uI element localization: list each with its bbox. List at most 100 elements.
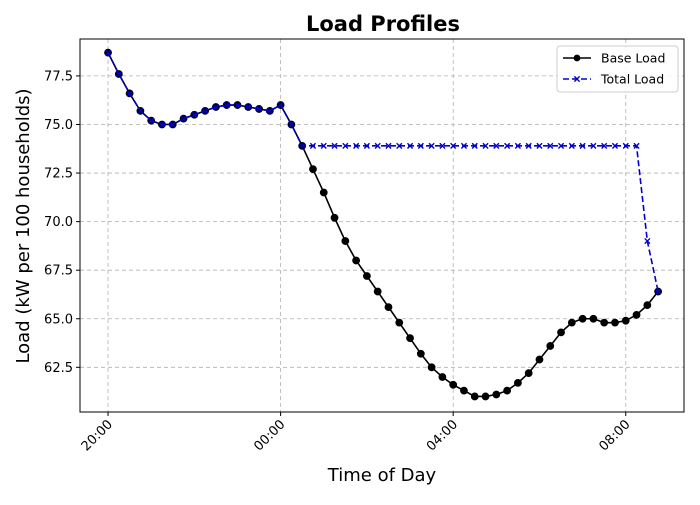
data-point-marker bbox=[104, 49, 112, 56]
data-point-marker bbox=[567, 318, 576, 327]
data-point-marker bbox=[471, 142, 478, 149]
legend: Base Load Total Load bbox=[556, 45, 679, 93]
y-tick-label: 67.5 bbox=[44, 264, 73, 279]
legend-label-0: Base Load bbox=[601, 51, 665, 66]
data-point-marker bbox=[643, 301, 652, 310]
grid-lines bbox=[80, 39, 684, 412]
data-point-marker bbox=[535, 355, 544, 364]
data-point-marker bbox=[212, 103, 219, 111]
data-point-marker bbox=[396, 142, 403, 149]
data-point-marker bbox=[611, 142, 619, 149]
x-tick-label: 00:00 bbox=[251, 417, 288, 454]
data-point-marker bbox=[460, 142, 468, 149]
legend-label-1: Total Load bbox=[600, 72, 664, 87]
data-point-marker bbox=[374, 142, 381, 149]
data-point-marker bbox=[319, 188, 328, 197]
data-point-marker bbox=[234, 101, 241, 109]
x-tick-label: 20:00 bbox=[79, 417, 116, 454]
data-point-marker bbox=[191, 111, 198, 118]
data-point-marker bbox=[470, 392, 479, 401]
y-tick-label: 77.5 bbox=[44, 69, 73, 84]
data-point-marker bbox=[460, 386, 468, 395]
data-point-marker bbox=[525, 142, 532, 149]
data-point-marker bbox=[363, 272, 371, 280]
data-point-marker bbox=[395, 318, 404, 327]
data-point-marker bbox=[245, 103, 252, 111]
data-point-marker bbox=[590, 142, 597, 149]
chart-title: Load Profiles bbox=[306, 12, 460, 36]
series-total-load bbox=[104, 49, 662, 295]
y-tick-label: 75.0 bbox=[44, 118, 73, 133]
y-tick-label: 72.5 bbox=[44, 167, 73, 182]
data-point-marker bbox=[373, 287, 382, 296]
y-axis-label: Load (kW per 100 households) bbox=[13, 88, 34, 363]
data-point-marker bbox=[417, 142, 424, 149]
data-point-marker bbox=[353, 142, 360, 149]
data-point-marker bbox=[331, 142, 338, 149]
data-point-marker bbox=[342, 142, 349, 149]
x-tick-label: 04:00 bbox=[424, 417, 461, 454]
data-point-marker bbox=[202, 107, 209, 114]
data-point-marker bbox=[406, 334, 414, 343]
data-point-marker bbox=[557, 328, 565, 337]
legend-marker-0 bbox=[573, 54, 581, 62]
data-point-marker bbox=[406, 142, 414, 149]
data-point-marker bbox=[536, 142, 543, 149]
data-point-marker bbox=[384, 303, 393, 311]
data-point-marker bbox=[601, 142, 608, 149]
data-point-marker bbox=[115, 70, 122, 78]
plot-frame bbox=[79, 38, 685, 413]
data-point-marker bbox=[439, 142, 446, 149]
data-point-marker bbox=[137, 107, 144, 114]
data-point-marker bbox=[309, 165, 317, 174]
data-point-marker bbox=[633, 142, 640, 149]
data-point-marker bbox=[416, 349, 425, 358]
data-point-marker bbox=[223, 101, 230, 109]
data-point-marker bbox=[169, 121, 176, 128]
data-point-marker bbox=[492, 390, 501, 399]
data-point-marker bbox=[288, 121, 295, 128]
data-point-marker bbox=[277, 101, 284, 109]
data-point-marker bbox=[266, 107, 273, 114]
data-point-marker bbox=[481, 392, 490, 401]
data-point-marker bbox=[493, 142, 500, 149]
data-point-marker bbox=[299, 142, 306, 149]
data-point-marker bbox=[622, 142, 629, 149]
series-base-load bbox=[104, 48, 663, 401]
y-tick-label: 62.5 bbox=[44, 361, 73, 376]
data-point-marker bbox=[514, 378, 522, 387]
data-point-marker bbox=[352, 256, 361, 265]
data-point-marker bbox=[126, 90, 133, 97]
data-point-marker bbox=[600, 318, 609, 327]
data-point-marker bbox=[632, 310, 641, 319]
data-point-marker bbox=[148, 117, 155, 124]
data-point-marker bbox=[438, 373, 447, 381]
data-point-marker bbox=[578, 314, 587, 323]
data-point-marker bbox=[547, 142, 554, 149]
axis-ticks: 62.5 65.0 67.5 70.0 72.5 75.0 77.5 20:00 00:00 04… bbox=[44, 69, 634, 454]
data-point-marker bbox=[514, 142, 521, 149]
data-point-marker bbox=[363, 142, 370, 149]
data-point-marker bbox=[557, 142, 565, 149]
data-point-marker bbox=[568, 142, 575, 149]
data-point-marker bbox=[158, 121, 166, 128]
x-axis-label: Time of Day bbox=[327, 465, 437, 486]
data-point-marker bbox=[504, 142, 511, 149]
data-point-marker bbox=[449, 380, 458, 389]
data-point-marker bbox=[255, 105, 263, 113]
data-point-marker bbox=[655, 288, 662, 295]
data-point-marker bbox=[621, 316, 630, 325]
data-point-marker bbox=[524, 369, 533, 378]
data-point-marker bbox=[330, 213, 339, 222]
data-point-marker bbox=[611, 318, 619, 327]
data-point-marker bbox=[546, 342, 555, 350]
plot-data bbox=[104, 48, 663, 401]
data-point-marker bbox=[180, 115, 187, 122]
series-line bbox=[107, 52, 659, 292]
data-point-marker bbox=[320, 142, 327, 149]
data-point-marker bbox=[589, 314, 598, 323]
data-point-marker bbox=[644, 237, 651, 245]
y-tick-label: 70.0 bbox=[44, 215, 73, 230]
